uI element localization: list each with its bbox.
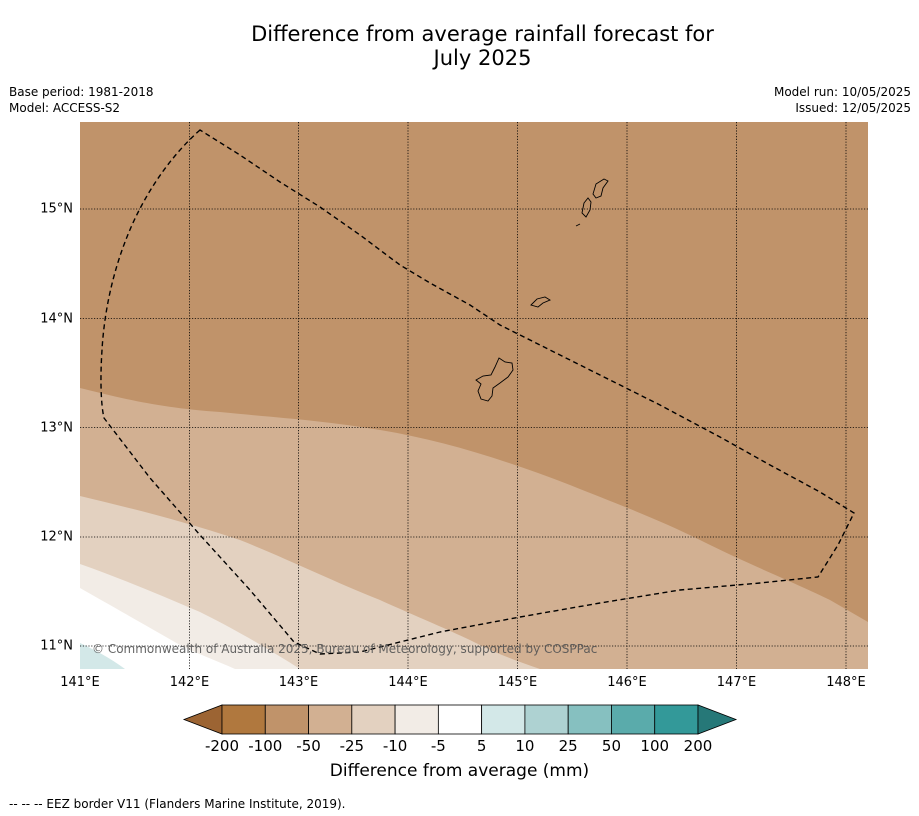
- anomaly-band-neutral: [80, 588, 235, 669]
- colorbar-segment: [654, 704, 699, 735]
- lon-label-143: 143°E: [278, 675, 319, 690]
- lat-label-15: 15°N: [40, 201, 73, 217]
- colorbar-label: Difference from average (mm): [329, 761, 590, 781]
- colorbar-segment: [524, 704, 569, 735]
- lat-label-14: 14°N: [40, 311, 73, 326]
- copyright-text: © Commonwealth of Australia 2025, Bureau…: [92, 642, 597, 656]
- lat-label-13: 13°N: [40, 420, 73, 435]
- guam-island: [475, 357, 514, 402]
- lon-label-146: 146°E: [607, 675, 647, 690]
- colorbar-tick-label: 200: [683, 737, 713, 755]
- model-run-text: Model run: 10/05/2025: [773, 85, 911, 99]
- issued-text: Issued: 12/05/2025: [795, 101, 911, 115]
- colorbar-segment: [221, 704, 266, 735]
- colorbar-tick-label: 25: [558, 737, 578, 755]
- colorbar-segment: [481, 704, 526, 735]
- rota-island: [530, 296, 551, 308]
- lat-label-11: 11°N: [40, 638, 73, 654]
- lon-label-144: 144°E: [388, 675, 428, 690]
- colorbar-tick-label: -100: [248, 737, 283, 755]
- colorbar-tick-label: 10: [515, 737, 535, 755]
- colorbar-tick-label: -25: [339, 737, 365, 755]
- colorbar-tick-label: 100: [640, 737, 670, 755]
- aguijan-island: [575, 223, 581, 227]
- colorbar-tick-label: 50: [601, 737, 621, 755]
- colorbar-segment: [394, 704, 439, 735]
- lat-label-12: 12°N: [40, 529, 73, 545]
- lon-label-147: 147°E: [716, 675, 757, 690]
- islands: [475, 178, 609, 402]
- title-line-1: Difference from average rainfall forecas…: [251, 22, 714, 46]
- colorbar-extend-low: [182, 704, 223, 735]
- eez-footnote: -- -- -- EEZ border V11 (Flanders Marine…: [9, 797, 346, 811]
- base-period-text: Base period: 1981-2018: [9, 85, 154, 99]
- lon-label-141: 141°E: [60, 675, 100, 690]
- colorbar-segment: [351, 704, 396, 735]
- colorbar-tick-label: 5: [476, 737, 487, 755]
- colorbar-tick-label: -10: [382, 737, 408, 755]
- colorbar-tick-label: -50: [296, 737, 321, 755]
- lon-label-145: 145°E: [497, 675, 538, 690]
- tinian-island: [581, 197, 592, 218]
- colorbar-segment: [611, 704, 656, 735]
- model-text: Model: ACCESS-S2: [9, 101, 121, 115]
- lon-label-148: 148°E: [826, 675, 866, 690]
- colorbar-segment: [264, 704, 309, 735]
- meta-right: Model run: 10/05/2025 Issued: 12/05/2025: [774, 84, 911, 116]
- title-line-2: July 2025: [433, 46, 532, 70]
- colorbar-segment: [437, 704, 483, 735]
- colorbar-tick-label: -5: [430, 737, 446, 755]
- meta-left: Base period: 1981-2018 Model: ACCESS-S2: [9, 84, 154, 116]
- colorbar-segment: [308, 704, 353, 735]
- saipan-island: [592, 178, 609, 199]
- colorbar-segment: [567, 704, 612, 735]
- colorbar-extend-high: [697, 704, 738, 735]
- lon-label-142: 142°E: [169, 675, 210, 690]
- map-title: Difference from average rainfall forecas…: [0, 22, 919, 70]
- colorbar-tick-label: -200: [204, 737, 240, 755]
- anomaly-band-positive: [80, 643, 125, 669]
